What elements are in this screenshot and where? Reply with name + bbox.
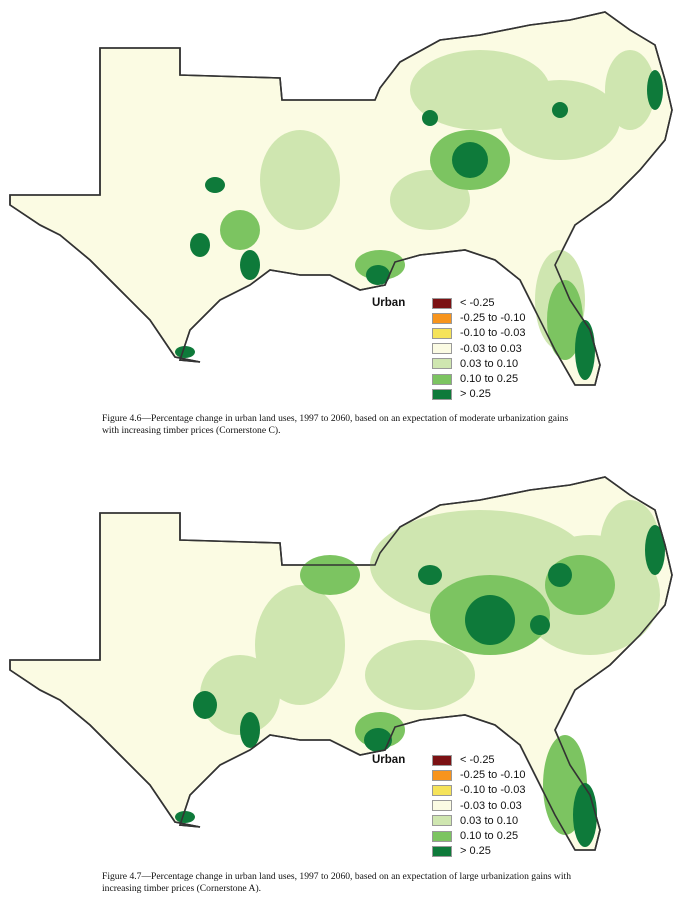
legend-swatch (432, 358, 452, 370)
legend-item: < -0.25 (432, 754, 495, 766)
map-figure-4-7 (9, 476, 673, 851)
legend-label: 0.10 to 0.25 (460, 373, 519, 385)
legend-label: < -0.25 (460, 297, 495, 309)
legend-swatch (432, 769, 452, 781)
legend-swatch (432, 784, 452, 796)
legend-swatch (432, 297, 452, 309)
legend-item: 0.10 to 0.25 (432, 373, 518, 385)
legend-label: 0.10 to 0.25 (460, 830, 519, 842)
legend-item: -0.25 to -0.10 (432, 769, 525, 781)
legend-swatch (432, 373, 452, 385)
legend-title: Urban (372, 754, 406, 766)
legend-label: > 0.25 (460, 845, 491, 858)
legend-label: > 0.25 (460, 388, 491, 401)
legend-swatch (432, 343, 452, 355)
legend-label: -0.25 to -0.10 (460, 312, 526, 325)
legend-item: 0.03 to 0.10 (432, 358, 518, 370)
legend-item: -0.03 to 0.03 (432, 343, 522, 355)
legend-item: 0.03 to 0.10 (432, 815, 518, 827)
legend-item: < -0.25 (432, 297, 495, 309)
legend-item: 0.10 to 0.25 (432, 830, 518, 842)
legend-swatch (432, 830, 452, 842)
legend-item: > 0.25 (432, 388, 491, 400)
legend-label: -0.10 to -0.03 (460, 784, 526, 797)
legend-swatch (432, 388, 452, 400)
legend-swatch (432, 815, 452, 827)
figure-caption: Figure 4.7—Percentage change in urban la… (102, 871, 571, 894)
legend-swatch (432, 754, 452, 766)
legend-label: -0.10 to -0.03 (460, 327, 526, 340)
legend-item: -0.03 to 0.03 (432, 800, 522, 812)
legend-label: 0.03 to 0.10 (460, 357, 519, 370)
legend-swatch (432, 312, 452, 324)
legend-title: Urban (372, 297, 406, 309)
legend-swatch (432, 845, 452, 857)
map-figure-4-6 (9, 11, 673, 386)
legend-label: 0.03 to 0.10 (460, 814, 519, 827)
legend-label: -0.25 to -0.10 (460, 769, 526, 782)
legend-item: -0.25 to -0.10 (432, 312, 525, 324)
legend-item: > 0.25 (432, 845, 491, 857)
legend-swatch (432, 327, 452, 339)
figure-caption: Figure 4.6—Percentage change in urban la… (102, 413, 569, 436)
legend-item: -0.10 to -0.03 (432, 784, 525, 796)
legend-swatch (432, 800, 452, 812)
legend-label: -0.03 to 0.03 (460, 799, 522, 812)
legend-label: < -0.25 (460, 754, 495, 766)
legend-item: -0.10 to -0.03 (432, 327, 525, 339)
legend-label: -0.03 to 0.03 (460, 342, 522, 355)
